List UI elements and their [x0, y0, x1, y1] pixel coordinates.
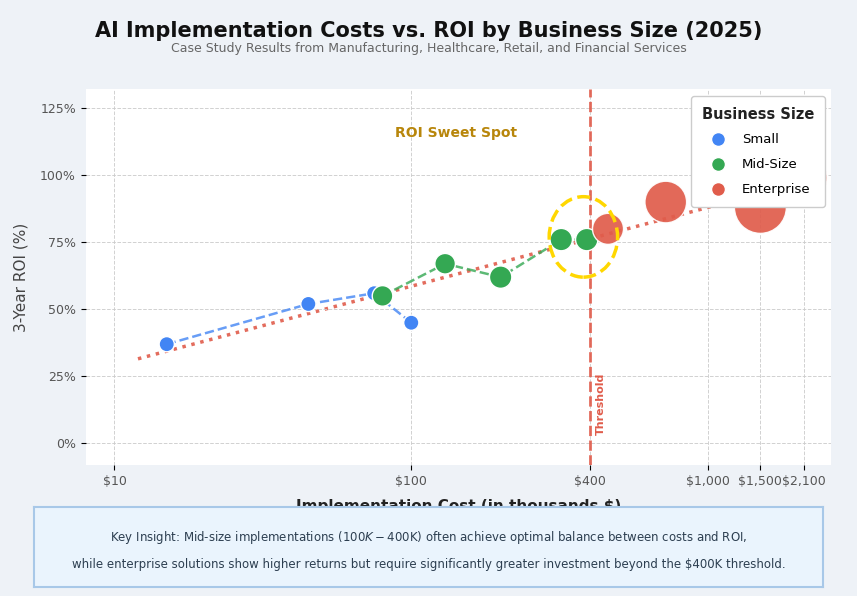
Point: [580, 235, 594, 244]
Text: Case Study Results from Manufacturing, Healthcare, Retail, and Financial Service: Case Study Results from Manufacturing, H…: [171, 42, 686, 55]
Text: ROI Sweet Spot: ROI Sweet Spot: [395, 126, 518, 140]
Text: Threshold: Threshold: [596, 373, 606, 435]
Point: [554, 235, 568, 244]
Point: [302, 299, 315, 309]
Point: [494, 272, 507, 282]
Point: [405, 318, 418, 328]
Point: [160, 340, 174, 349]
Y-axis label: 3-Year ROI (%): 3-Year ROI (%): [14, 222, 29, 332]
Legend: Small, Mid-Size, Enterprise: Small, Mid-Size, Enterprise: [692, 96, 824, 207]
Point: [375, 291, 389, 301]
X-axis label: Implementation Cost (in thousands $): Implementation Cost (in thousands $): [296, 499, 621, 514]
Text: Key Insight: Mid-size implementations ($100K-$400K) often achieve optimal balanc: Key Insight: Mid-size implementations ($…: [110, 529, 747, 546]
Point: [791, 173, 805, 183]
Point: [753, 203, 767, 212]
Text: AI Implementation Costs vs. ROI by Business Size (2025): AI Implementation Costs vs. ROI by Busin…: [95, 21, 762, 41]
Text: while enterprise solutions show higher returns but require significantly greater: while enterprise solutions show higher r…: [72, 558, 785, 571]
Point: [438, 259, 452, 268]
Point: [601, 224, 614, 234]
Point: [659, 197, 673, 207]
Point: [368, 288, 381, 298]
